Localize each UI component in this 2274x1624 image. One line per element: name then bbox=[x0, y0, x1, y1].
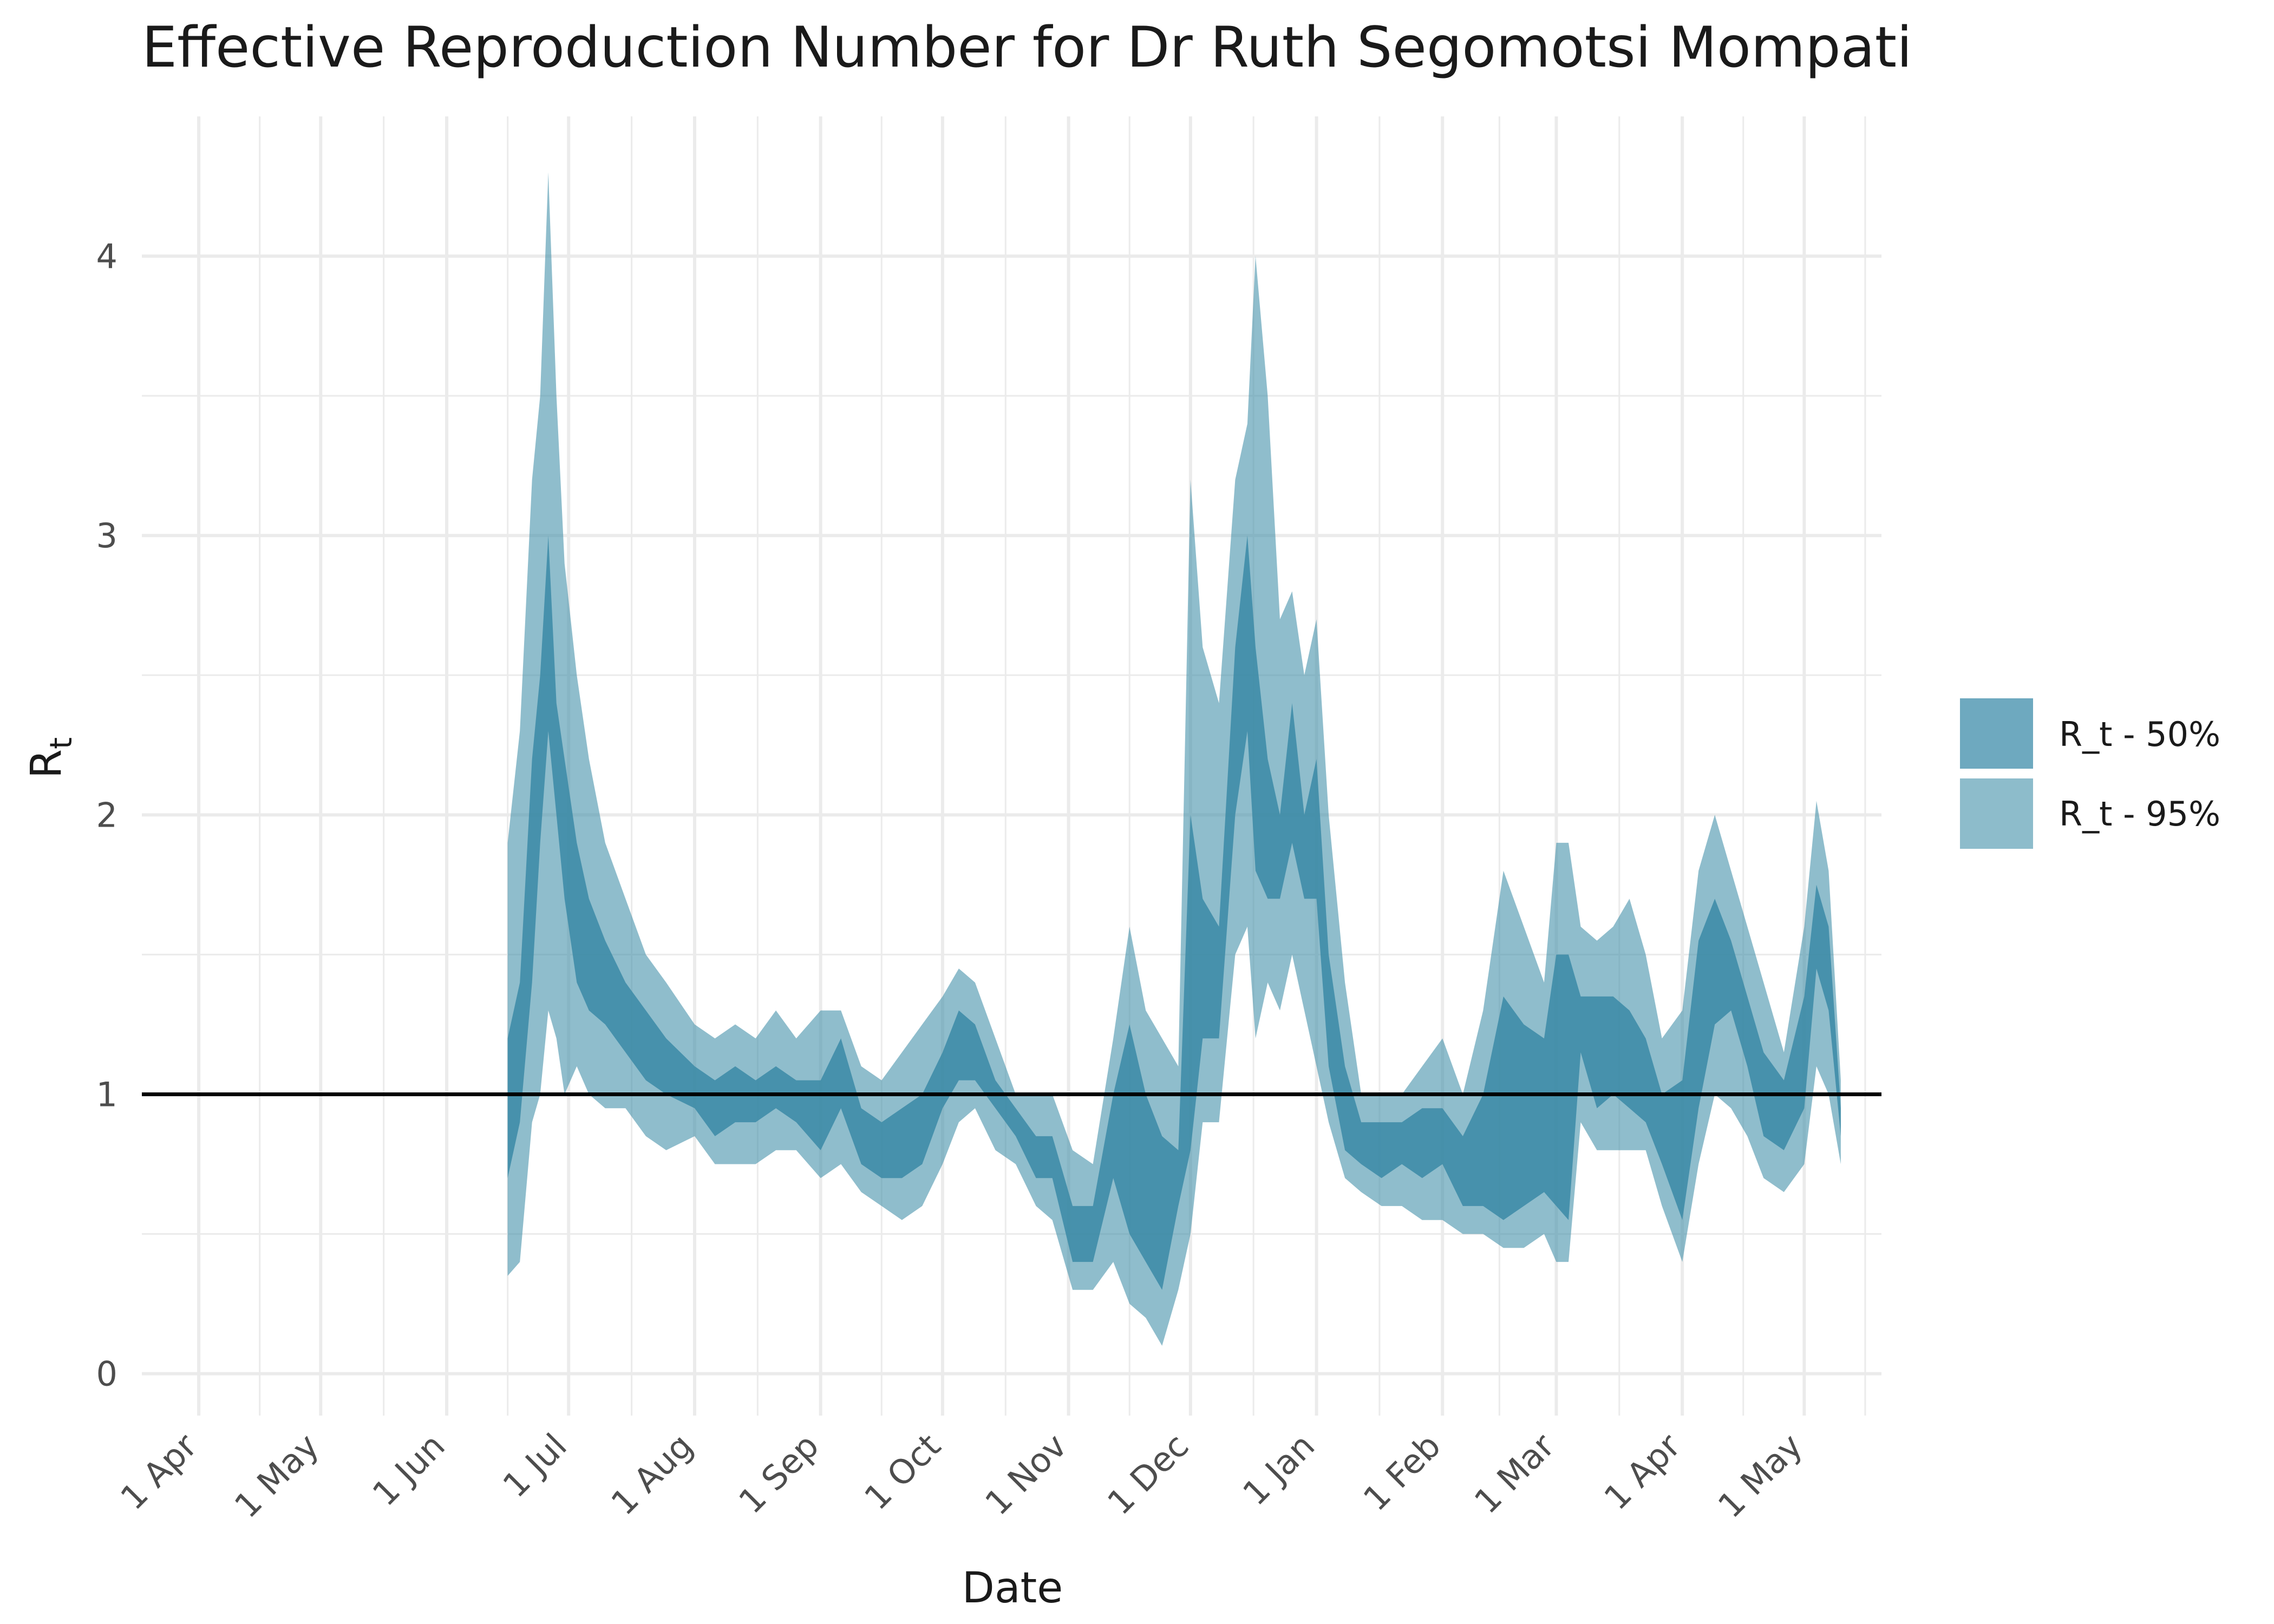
legend-label-95: R_t - 95% bbox=[2059, 794, 2220, 834]
y-axis-title-main: R bbox=[22, 749, 71, 778]
y-axis-ticks: 0 1 2 3 4 bbox=[96, 237, 117, 1394]
x-tick-label: 1 Aug bbox=[604, 1426, 701, 1523]
x-tick-label: 1 Nov bbox=[977, 1426, 1074, 1523]
x-tick-label: 1 Jun bbox=[365, 1426, 453, 1514]
legend-swatch-50 bbox=[1960, 698, 2033, 769]
x-tick-label: 1 May bbox=[1710, 1426, 1810, 1525]
rt-bands bbox=[507, 172, 1841, 1346]
x-tick-label: 1 Feb bbox=[1356, 1426, 1448, 1518]
legend: R_t - 50% R_t - 95% bbox=[1960, 698, 2220, 849]
grid-lines bbox=[142, 116, 1881, 1416]
y-axis-title-subscript: t bbox=[44, 737, 79, 749]
y-tick-label: 0 bbox=[96, 1354, 117, 1394]
legend-label-50: R_t - 50% bbox=[2059, 715, 2220, 754]
legend-swatch-95 bbox=[1960, 778, 2033, 849]
chart-title: Effective Reproduction Number for Dr Rut… bbox=[142, 15, 1912, 80]
x-tick-label: 1 Apr bbox=[113, 1426, 205, 1518]
x-axis-ticks: 1 Apr 1 May 1 Jun 1 Jul 1 Aug 1 Sep 1 Oct 1 Nov… bbox=[113, 1426, 1810, 1525]
x-tick-label: 1 Mar bbox=[1467, 1426, 1563, 1522]
x-tick-label: 1 Sep bbox=[731, 1426, 826, 1521]
x-tick-label: 1 Jul bbox=[495, 1426, 574, 1505]
svg-text:Rt: Rt bbox=[22, 737, 79, 778]
x-axis-title: Date bbox=[962, 1564, 1063, 1613]
x-tick-label: 1 May bbox=[227, 1426, 326, 1525]
x-tick-label: 1 Jan bbox=[1235, 1426, 1322, 1513]
y-tick-label: 4 bbox=[96, 237, 117, 276]
x-tick-label: 1 Oct bbox=[857, 1426, 948, 1517]
x-tick-label: 1 Dec bbox=[1100, 1426, 1196, 1522]
y-axis-title: Rt bbox=[22, 737, 79, 778]
y-tick-label: 3 bbox=[96, 516, 117, 555]
band-50 bbox=[507, 535, 1841, 1290]
y-tick-label: 1 bbox=[96, 1075, 117, 1114]
y-tick-label: 2 bbox=[96, 795, 117, 835]
x-tick-label: 1 Apr bbox=[1596, 1426, 1688, 1518]
